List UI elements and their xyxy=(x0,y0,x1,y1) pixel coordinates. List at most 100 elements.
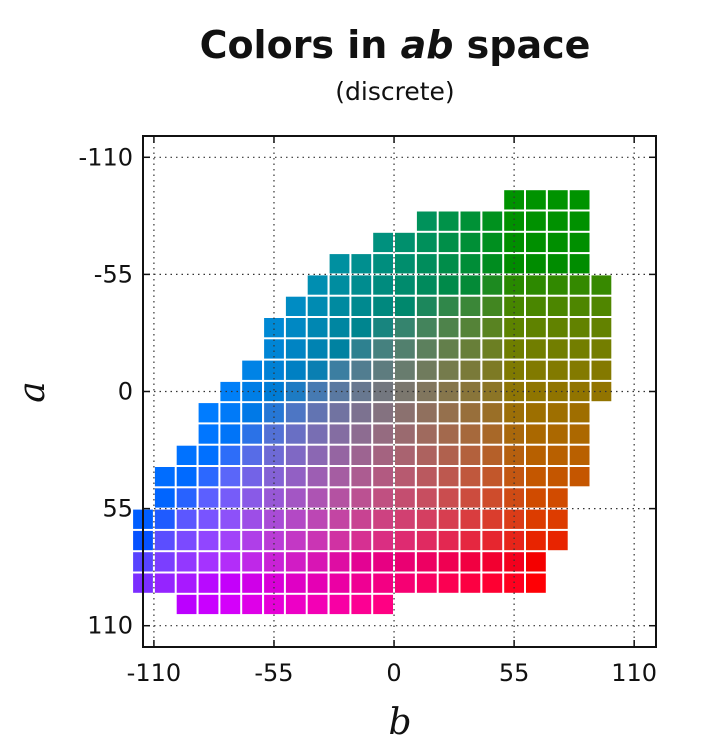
color-cell xyxy=(482,360,503,380)
color-cell xyxy=(176,552,197,572)
color-cell xyxy=(373,552,393,572)
chart-title-main: Colors in xyxy=(199,23,401,67)
color-cell xyxy=(154,467,175,487)
color-cell xyxy=(526,530,546,551)
color-cell xyxy=(591,296,612,316)
color-cell xyxy=(242,424,262,444)
color-cell xyxy=(482,339,503,359)
color-cell xyxy=(416,488,437,508)
color-cell xyxy=(198,573,219,593)
color-cell xyxy=(438,318,459,338)
color-cell xyxy=(264,467,284,487)
color-cell xyxy=(307,275,328,295)
color-cell xyxy=(526,445,546,465)
color-cell xyxy=(416,318,437,338)
color-cell xyxy=(264,552,284,572)
color-cell xyxy=(547,403,568,423)
color-cell xyxy=(591,360,612,380)
color-cell xyxy=(569,232,590,253)
color-cell xyxy=(526,211,546,231)
color-cell xyxy=(242,573,262,593)
color-cell xyxy=(526,275,546,295)
color-cell xyxy=(285,445,306,465)
color-cell xyxy=(373,403,393,423)
color-cell xyxy=(351,573,372,593)
color-cell xyxy=(438,467,459,487)
color-cell xyxy=(329,339,350,359)
color-cell xyxy=(416,530,437,551)
color-cell xyxy=(438,360,459,380)
color-cell xyxy=(154,530,175,551)
chart-title: Colors in ab space xyxy=(0,22,706,68)
color-cell xyxy=(482,275,503,295)
color-cell xyxy=(395,488,415,508)
color-cells xyxy=(133,190,612,615)
color-cell xyxy=(307,530,328,551)
color-cell xyxy=(373,573,393,593)
color-cell xyxy=(220,573,241,593)
color-cell xyxy=(307,424,328,444)
color-cell xyxy=(504,232,524,253)
color-cell xyxy=(526,573,546,593)
color-cell xyxy=(416,552,437,572)
color-cell xyxy=(526,190,546,210)
color-cell xyxy=(460,530,481,551)
color-cell xyxy=(220,381,241,402)
color-cell xyxy=(416,232,437,253)
color-cell xyxy=(504,381,524,402)
color-cell xyxy=(504,403,524,423)
color-cell xyxy=(482,381,503,402)
color-cell xyxy=(373,254,393,274)
color-cell xyxy=(351,424,372,444)
color-cell xyxy=(373,360,393,380)
color-cell xyxy=(438,381,459,402)
color-cell xyxy=(285,360,306,380)
color-cell xyxy=(504,190,524,210)
color-cell xyxy=(547,254,568,274)
color-cell xyxy=(242,360,262,380)
color-cell xyxy=(547,190,568,210)
color-cell xyxy=(373,296,393,316)
color-cell xyxy=(307,360,328,380)
color-cell xyxy=(242,552,262,572)
color-cell xyxy=(373,339,393,359)
color-cell xyxy=(460,488,481,508)
color-cell xyxy=(460,254,481,274)
color-cell xyxy=(176,488,197,508)
color-cell xyxy=(329,594,350,615)
color-cell xyxy=(482,318,503,338)
y-ticks: -110 -55 0 55 110 xyxy=(79,143,656,640)
color-cell xyxy=(351,488,372,508)
color-cell xyxy=(264,339,284,359)
color-cell xyxy=(351,509,372,529)
color-cell xyxy=(547,211,568,231)
color-cell xyxy=(329,573,350,593)
color-cell xyxy=(547,275,568,295)
color-cell xyxy=(526,360,546,380)
color-cell xyxy=(264,381,284,402)
color-cell xyxy=(329,488,350,508)
color-cell xyxy=(373,424,393,444)
color-cell xyxy=(373,594,393,615)
color-cell xyxy=(482,573,503,593)
color-cell xyxy=(416,296,437,316)
color-cell xyxy=(438,509,459,529)
color-cell xyxy=(395,424,415,444)
color-cell xyxy=(460,339,481,359)
y-tick-label: -110 xyxy=(79,143,133,171)
color-cell xyxy=(526,467,546,487)
color-cell xyxy=(591,318,612,338)
color-cell xyxy=(220,424,241,444)
color-cell xyxy=(526,318,546,338)
color-cell xyxy=(285,509,306,529)
color-cell xyxy=(460,467,481,487)
color-cell xyxy=(416,381,437,402)
color-cell xyxy=(547,509,568,529)
color-cell xyxy=(154,488,175,508)
color-cell xyxy=(242,530,262,551)
color-cell xyxy=(220,530,241,551)
color-cell xyxy=(220,509,241,529)
color-cell xyxy=(395,232,415,253)
color-cell xyxy=(285,488,306,508)
